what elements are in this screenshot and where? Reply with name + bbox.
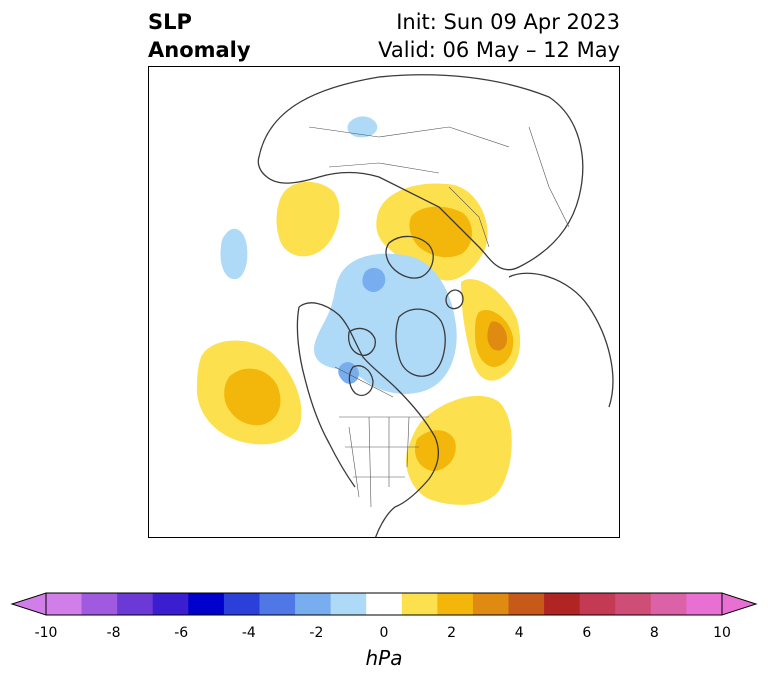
colorbar-swatch — [81, 593, 118, 615]
colorbar-extend-high — [721, 592, 758, 616]
anomaly-arctic-low-core — [362, 267, 386, 293]
colorbar-tick-label: 4 — [514, 625, 524, 641]
anomaly-atlantic-core — [414, 430, 456, 471]
colorbar-tick-label: 8 — [649, 625, 659, 641]
colorbar-swatch — [223, 593, 260, 615]
anomaly-alaska-high — [276, 181, 340, 257]
colorbar-swatch — [152, 593, 189, 615]
colorbar-swatch — [330, 593, 367, 615]
map-panel[interactable] — [148, 66, 620, 538]
colorbar-swatch — [46, 593, 83, 615]
coastline-eurasia — [257, 74, 584, 271]
anomaly-arctic-low — [314, 253, 457, 394]
colorbar-swatch — [437, 593, 474, 615]
colorbar-swatch — [579, 593, 616, 615]
colorbar-swatch — [401, 593, 438, 615]
colorbar-svg — [10, 592, 758, 616]
coastline-uk — [445, 289, 464, 310]
colorbar-tick-label: 10 — [713, 625, 731, 641]
map-svg — [196, 74, 614, 537]
anomaly-med-peak — [487, 321, 507, 351]
colorbar-swatch — [188, 593, 225, 615]
colorbar-swatch — [259, 593, 296, 615]
anomaly-fills — [196, 116, 521, 505]
colorbar-tick-label: -6 — [174, 625, 189, 641]
colorbar-swatch — [544, 593, 581, 615]
coastline-greenland — [395, 308, 446, 377]
anomaly-europe-core — [409, 206, 472, 258]
anomaly-pacific-core — [224, 368, 281, 426]
coastline-canadian-archipelago — [347, 327, 376, 356]
coastline-africa — [508, 272, 614, 408]
colorbar-swatch — [615, 593, 652, 615]
colorbar-frame — [45, 592, 723, 616]
coastline-north-america — [298, 302, 440, 537]
coastline-west-coast — [296, 306, 356, 488]
anomaly-pacific-low — [220, 228, 248, 280]
colorbar: -10 -8 -6 -4 -2 0 2 4 6 8 10 — [0, 585, 768, 641]
colorbar-unit: hPa — [365, 646, 403, 670]
colorbar-tick-label: 2 — [447, 625, 457, 641]
title-line-1: SLP — [148, 10, 192, 34]
map-title: SLP Anomaly — [148, 8, 251, 64]
colorbar-extend-low — [10, 592, 47, 616]
colorbar-tick-label: -10 — [34, 625, 58, 641]
colorbar-tick-label: -8 — [106, 625, 121, 641]
colorbar-swatch — [650, 593, 687, 615]
colorbar-tick-label: -2 — [309, 625, 324, 641]
colorbar-swatch — [295, 593, 332, 615]
coastline-hudson-bay — [348, 365, 374, 396]
anomaly-asia-low — [347, 116, 378, 138]
anomaly-atlantic-high — [405, 395, 512, 505]
coastline-scandinavia — [385, 235, 434, 279]
coastlines — [257, 74, 614, 537]
valid-range: Valid: 06 May – 12 May — [378, 38, 620, 62]
colorbar-swatch — [508, 593, 545, 615]
colorbar-swatch — [117, 593, 154, 615]
colorbar-swatch — [366, 593, 403, 615]
colorbar-swatch — [686, 593, 723, 615]
colorbar-tick-label: -4 — [241, 625, 256, 641]
colorbar-tick-label: 0 — [379, 625, 389, 641]
anomaly-hudson-low — [338, 362, 359, 384]
colorbar-tick-label: 6 — [582, 625, 592, 641]
colorbar-swatch — [472, 593, 510, 615]
political-borders — [308, 126, 570, 508]
title-line-2: Anomaly — [148, 38, 251, 62]
map-subtitle: Init: Sun 09 Apr 2023 Valid: 06 May – 12… — [378, 8, 620, 64]
init-date: Init: Sun 09 Apr 2023 — [396, 10, 620, 34]
